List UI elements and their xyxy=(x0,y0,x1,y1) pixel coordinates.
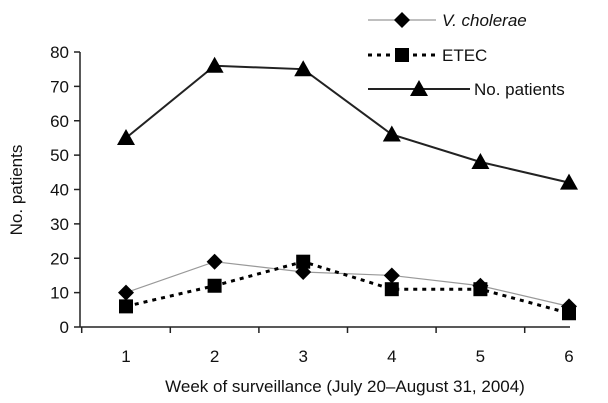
data-point-etec xyxy=(384,282,399,297)
legend-marker-etec xyxy=(395,48,409,62)
legend-label-etec: ETEC xyxy=(442,46,487,65)
x-tick-label: 4 xyxy=(387,347,396,366)
data-point-etec xyxy=(207,278,222,293)
y-tick-label: 0 xyxy=(60,318,69,337)
x-tick-label: 1 xyxy=(121,347,130,366)
legend-item-vcholerae: V. cholerae xyxy=(368,11,527,30)
series-line-vcholerae xyxy=(125,261,570,307)
y-axis-title: No. patients xyxy=(7,145,26,236)
y-tick-label: 50 xyxy=(50,146,69,165)
x-tick-label: 3 xyxy=(298,347,307,366)
data-point-patients xyxy=(205,56,224,73)
data-point-etec xyxy=(473,282,488,297)
series-layer xyxy=(117,56,578,321)
x-ticks: 1 2 3 4 5 6 xyxy=(80,327,574,366)
y-tick-label: 30 xyxy=(50,215,69,234)
data-point-patients xyxy=(471,153,490,169)
data-point-etec xyxy=(296,254,311,269)
x-tick-label: 5 xyxy=(476,347,485,366)
legend: V. cholerae ETEC No. patients xyxy=(368,11,565,99)
y-tick-label: 80 xyxy=(50,43,69,62)
data-point-patients xyxy=(382,125,401,142)
y-tick-label: 40 xyxy=(50,181,69,200)
legend-item-patients: No. patients xyxy=(368,80,565,99)
legend-label-vcholerae: V. cholerae xyxy=(442,11,527,30)
series-line-patients xyxy=(125,64,570,184)
data-point-patients xyxy=(560,173,578,190)
y-tick-label: 10 xyxy=(50,284,69,303)
data-point-vcholerae xyxy=(383,267,400,284)
data-point-vcholerae xyxy=(206,253,223,270)
y-tick-label: 20 xyxy=(50,249,69,268)
data-point-etec xyxy=(119,299,133,314)
legend-item-etec: ETEC xyxy=(368,46,487,65)
y-ticks: 0 10 20 30 40 50 60 70 80 xyxy=(50,43,80,337)
series-line-etec xyxy=(125,260,570,315)
data-point-patients xyxy=(117,128,135,145)
x-tick-label: 6 xyxy=(564,347,573,366)
legend-label-patients: No. patients xyxy=(474,80,565,99)
data-point-etec xyxy=(562,306,576,321)
data-point-patients xyxy=(294,60,313,77)
legend-marker-vcholerae xyxy=(394,12,410,28)
data-point-vcholerae xyxy=(118,284,134,301)
y-tick-label: 60 xyxy=(50,112,69,131)
x-axis-title: Week of surveillance (July 20–August 31,… xyxy=(165,377,525,396)
legend-marker-patients xyxy=(410,80,428,96)
y-tick-label: 70 xyxy=(50,77,69,96)
x-tick-label: 2 xyxy=(210,347,219,366)
